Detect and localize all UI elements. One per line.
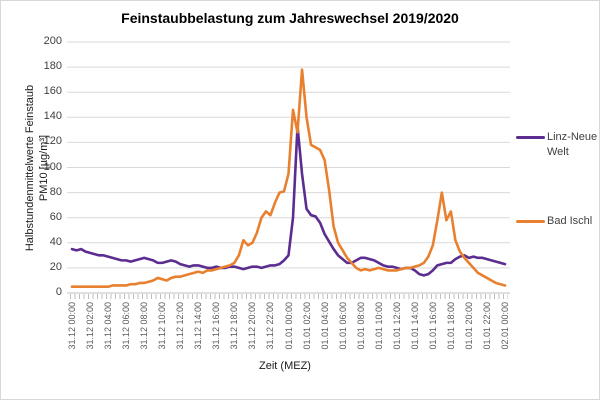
x-axis-minor-ticks — [70, 294, 508, 299]
y-tick-label: 120 — [43, 135, 62, 148]
x-tick-label: 31.12 02:00 — [85, 302, 96, 350]
x-tick-label: 01.01 04:00 — [319, 302, 330, 350]
x-tick-label: 01.01 12:00 — [391, 302, 402, 350]
chart-title: Feinstaubbelastung zum Jahreswechsel 201… — [121, 10, 459, 26]
x-tick-label: 01.01 16:00 — [427, 302, 438, 350]
series-line-bad-ischl — [70, 68, 507, 289]
x-tick-label: 01.01 10:00 — [373, 302, 384, 350]
x-tick-label: 01.01 14:00 — [409, 302, 420, 350]
x-tick-label: 31.12 16:00 — [211, 302, 222, 350]
x-tick-label: 31.12 12:00 — [175, 302, 186, 350]
x-tick-label: 31.12 08:00 — [139, 302, 150, 350]
y-tick-label: 200 — [43, 35, 62, 47]
x-tick-label: 31.12 14:00 — [193, 302, 204, 350]
legend-line-swatch-bad-ischl — [516, 220, 545, 223]
x-tick-label: 31.12 22:00 — [265, 302, 276, 350]
y-tick-label: 100 — [43, 160, 62, 173]
x-tick-label: 01.01 06:00 — [337, 302, 348, 350]
x-tick-label: 31.12 06:00 — [121, 302, 132, 350]
y-tick-label: 80 — [49, 185, 62, 198]
x-tick-label: 31.12 18:00 — [229, 302, 240, 350]
legend-label-bad-ischl: Bad Ischl — [547, 215, 593, 227]
y-tick-label: 20 — [49, 260, 62, 273]
y-tick-label: 40 — [49, 235, 62, 248]
x-tick-label: 31.12 20:00 — [247, 302, 258, 350]
legend-line-swatch-linz — [516, 136, 545, 139]
x-tick-label: 01.01 00:00 — [283, 302, 294, 350]
series-line-linz-neue-welt — [70, 124, 507, 277]
x-tick-label: 01.01 08:00 — [355, 302, 366, 350]
x-tick-label: 01.01 20:00 — [463, 302, 474, 350]
y-tick-label: 180 — [43, 60, 62, 73]
y-tick-label: 140 — [43, 110, 62, 123]
x-tick-label: 31.12 04:00 — [103, 302, 114, 350]
x-tick-label: 31.12 00:00 — [67, 302, 77, 350]
y-tick-label: 60 — [49, 210, 62, 223]
y-tick-label: 0 — [55, 286, 62, 298]
x-tick-label: 01.01 18:00 — [445, 302, 456, 350]
x-tick-label: 01.01 22:00 — [481, 302, 492, 350]
x-tick-label: 02.01 00:00 — [500, 302, 510, 350]
x-tick-label: 01.01 02:00 — [301, 302, 312, 350]
x-tick-label: 31.12 10:00 — [157, 302, 168, 350]
legend-label-linz: Linz-Neue Welt — [547, 131, 598, 158]
x-axis-title: Zeit (MEZ) — [259, 360, 311, 372]
y-tick-label: 160 — [43, 85, 62, 98]
